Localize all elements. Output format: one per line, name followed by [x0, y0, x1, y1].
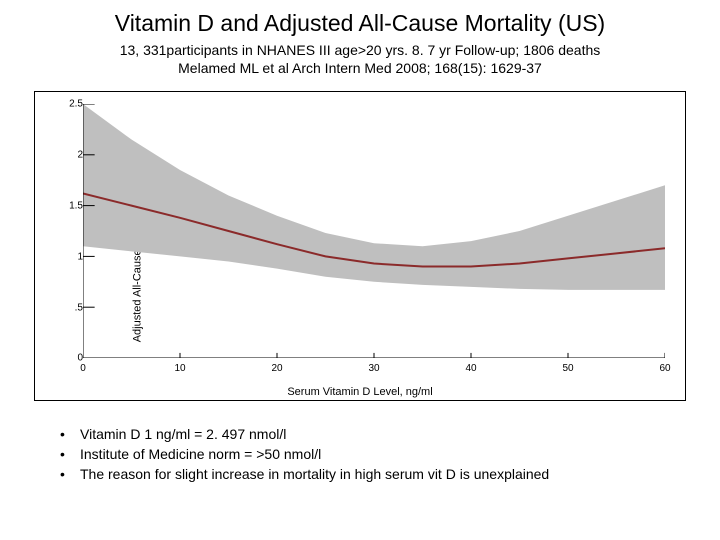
chart-plot-area: [83, 104, 665, 358]
x-tick-label: 10: [174, 363, 185, 374]
y-tick-label: 1: [69, 251, 83, 262]
mortality-chart: Adjusted All-Cause Mortality Rate Ratio …: [34, 91, 686, 401]
subtitle: 13, 331participants in NHANES III age>20…: [30, 41, 690, 77]
y-tick-label: 2: [69, 150, 83, 161]
subtitle-line2: Melamed ML et al Arch Intern Med 2008; 1…: [30, 59, 690, 77]
y-tick-label: .5: [69, 302, 83, 313]
x-tick-label: 20: [271, 363, 282, 374]
x-tick-label: 30: [368, 363, 379, 374]
x-tick-label: 40: [465, 363, 476, 374]
chart-svg: [83, 104, 665, 358]
x-tick-label: 50: [562, 363, 573, 374]
x-axis-label: Serum Vitamin D Level, ng/ml: [287, 386, 432, 398]
y-tick-label: 0: [69, 353, 83, 364]
y-tick-label: 1.5: [69, 200, 83, 211]
notes-list: Vitamin D 1 ng/ml = 2. 497 nmol/l Instit…: [30, 425, 690, 484]
y-tick-label: 2.5: [69, 99, 83, 110]
list-item: Vitamin D 1 ng/ml = 2. 497 nmol/l: [60, 425, 690, 445]
subtitle-line1: 13, 331participants in NHANES III age>20…: [30, 41, 690, 59]
list-item: The reason for slight increase in mortal…: [60, 465, 690, 485]
list-item: Institute of Medicine norm = >50 nmol/l: [60, 445, 690, 465]
confidence-band: [83, 104, 665, 290]
x-tick-label: 60: [659, 363, 670, 374]
x-tick-label: 0: [80, 363, 86, 374]
page-title: Vitamin D and Adjusted All-Cause Mortali…: [30, 10, 690, 37]
